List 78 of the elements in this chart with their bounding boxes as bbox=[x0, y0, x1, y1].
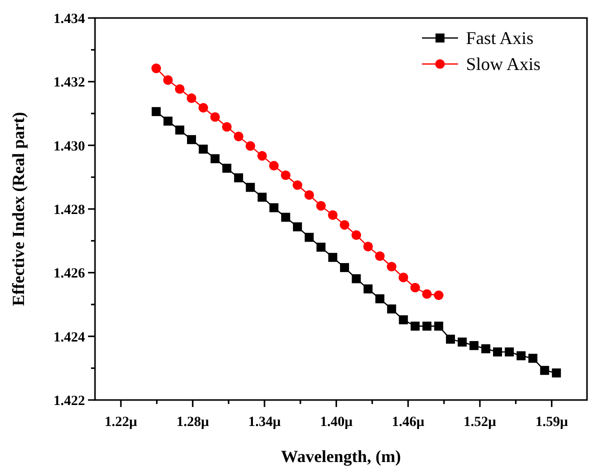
point bbox=[186, 93, 196, 104]
y-tick-label: 1.422 bbox=[54, 394, 85, 409]
legend-label: Fast Axis bbox=[466, 28, 534, 48]
point bbox=[493, 347, 502, 356]
point bbox=[552, 368, 561, 378]
point bbox=[504, 347, 514, 356]
point bbox=[151, 63, 162, 74]
y-tick-label: 1.426 bbox=[54, 266, 85, 282]
point bbox=[152, 107, 161, 116]
point bbox=[434, 322, 444, 331]
point bbox=[540, 366, 550, 375]
point bbox=[257, 151, 267, 161]
x-tick-label: 1.22μ bbox=[104, 415, 138, 430]
point bbox=[470, 341, 479, 350]
x-tick-label: 1.59μ bbox=[535, 415, 568, 430]
y-axis-title: Effective Index (Real part) bbox=[9, 112, 28, 306]
point bbox=[292, 222, 302, 232]
point bbox=[352, 230, 362, 240]
point bbox=[328, 210, 338, 220]
point bbox=[516, 351, 526, 360]
point bbox=[316, 242, 326, 252]
x-tick-label: 1.52μ bbox=[464, 415, 496, 430]
point bbox=[458, 338, 467, 347]
point bbox=[234, 173, 244, 182]
point bbox=[386, 262, 396, 272]
point bbox=[422, 322, 432, 331]
y-tick-label: 1.428 bbox=[54, 203, 85, 218]
point bbox=[269, 203, 278, 212]
point bbox=[340, 220, 350, 230]
point bbox=[222, 164, 232, 173]
point bbox=[210, 154, 220, 164]
point bbox=[328, 252, 338, 262]
point bbox=[340, 263, 350, 272]
point bbox=[163, 116, 172, 126]
x-tick-label: 1.28μ bbox=[176, 415, 209, 430]
point bbox=[398, 272, 408, 282]
point bbox=[210, 112, 220, 122]
point bbox=[528, 354, 538, 363]
point bbox=[246, 141, 256, 151]
point bbox=[304, 190, 314, 200]
x-tick-label: 1.40μ bbox=[320, 415, 353, 430]
point bbox=[163, 75, 173, 85]
y-tick-label: 1.424 bbox=[54, 330, 85, 346]
y-tick-label: 1.432 bbox=[54, 76, 85, 91]
point bbox=[258, 192, 267, 202]
point bbox=[398, 315, 408, 324]
legend-label: Slow Axis bbox=[466, 54, 541, 74]
point bbox=[174, 84, 185, 94]
point bbox=[187, 135, 196, 144]
point bbox=[387, 304, 396, 314]
point bbox=[292, 180, 302, 190]
x-tick-label: 1.34μ bbox=[248, 415, 281, 430]
point bbox=[280, 170, 290, 180]
point bbox=[246, 182, 255, 192]
point bbox=[222, 122, 232, 132]
point bbox=[269, 160, 279, 171]
point bbox=[198, 144, 208, 154]
y-tick-label: 1.430 bbox=[54, 139, 85, 154]
point bbox=[198, 102, 208, 113]
point bbox=[422, 289, 432, 299]
x-axis-title: Wavelength, (m) bbox=[281, 447, 401, 466]
y-tick-label: 1.434 bbox=[54, 12, 85, 27]
point bbox=[363, 242, 373, 252]
x-tick-label: 1.46μ bbox=[392, 415, 424, 430]
point bbox=[481, 344, 490, 354]
point bbox=[410, 322, 420, 331]
point bbox=[434, 290, 444, 300]
point bbox=[234, 132, 244, 142]
point bbox=[316, 201, 326, 211]
point bbox=[281, 212, 290, 222]
point bbox=[352, 274, 361, 284]
point bbox=[375, 294, 384, 304]
point bbox=[410, 282, 420, 292]
point bbox=[364, 284, 373, 294]
point bbox=[304, 232, 314, 242]
point bbox=[446, 334, 455, 344]
point bbox=[375, 251, 385, 261]
point bbox=[175, 126, 184, 135]
